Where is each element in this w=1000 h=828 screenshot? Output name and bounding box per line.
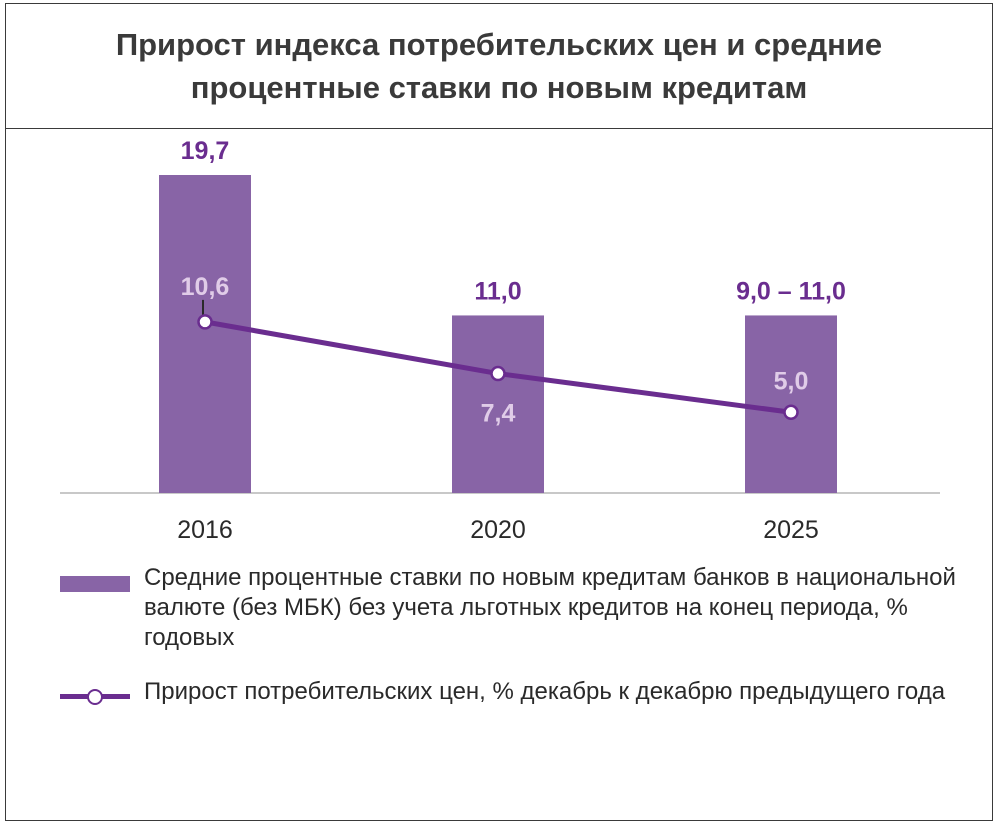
x-tick-label-2025: 2025 [763,516,819,544]
x-tick-label-2020: 2020 [470,516,526,544]
cpi-value-label-2020: 7,4 [481,400,516,428]
cpi-value-label-2025: 5,0 [774,367,809,395]
cpi-point-2020 [490,365,506,382]
cpi-point-2025 [783,404,799,421]
bar-value-label-2020: 11,0 [474,277,521,305]
bar-2025 [745,315,837,493]
cpi-value-label-2016: 10,6 [181,273,230,301]
bar-value-label-2016: 19,7 [181,137,230,165]
chart-title: Прирост индекса потребительских цен и ср… [115,27,883,105]
chart-frame: Прирост индекса потребительских цен и ср… [5,3,993,821]
cpi-point-2016 [197,314,213,330]
bar-value-label-2025: 9,0 – 11,0 [736,277,846,305]
bar-2020 [452,315,544,493]
bar-2016 [159,175,251,493]
title-box: Прирост индекса потребительских цен и ср… [6,4,992,129]
x-tick-label-2016: 2016 [177,516,233,544]
